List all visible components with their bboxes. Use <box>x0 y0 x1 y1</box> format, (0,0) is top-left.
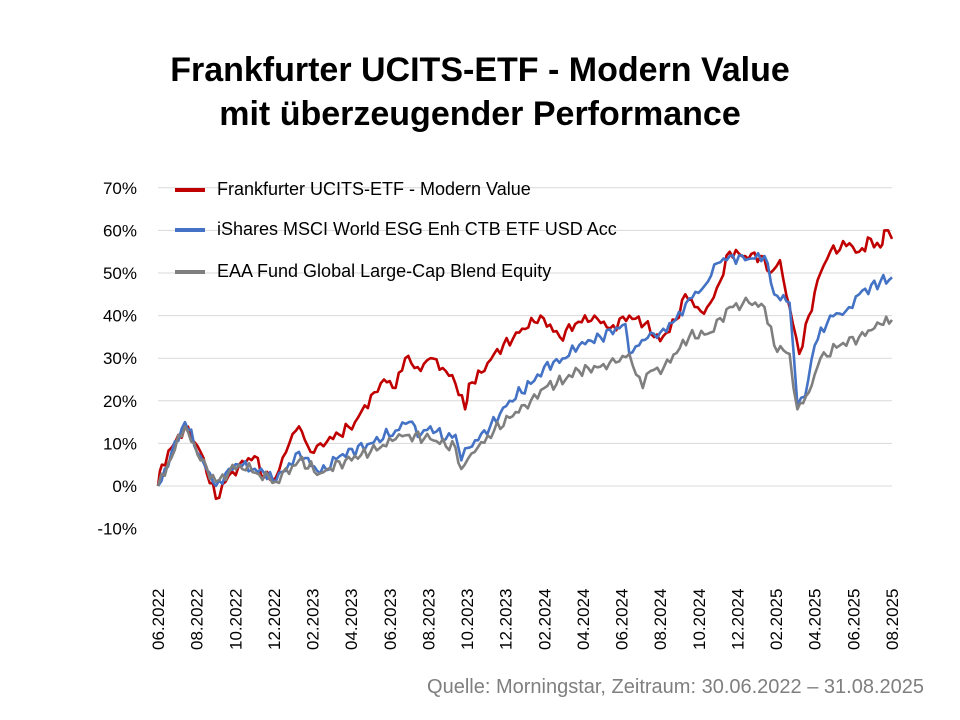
y-tick-label: 10% <box>103 434 137 453</box>
x-tick-label: 08.2025 <box>883 589 902 650</box>
x-tick-label: 04.2024 <box>574 589 593 650</box>
x-tick-label: 02.2025 <box>767 589 786 650</box>
series-line-2 <box>156 251 893 488</box>
y-tick-label: 0% <box>112 477 137 496</box>
y-tick-label: 70% <box>103 179 137 198</box>
legend-swatch-gray <box>175 269 205 274</box>
title-line-1: Frankfurter UCITS-ETF - Modern Value <box>170 51 790 89</box>
legend-label: iShares MSCI World ESG Enh CTB ETF USD A… <box>217 219 617 239</box>
series-line-3 <box>156 296 894 487</box>
y-tick-label: 30% <box>103 349 137 368</box>
legend-label: Frankfurter UCITS-ETF - Modern Value <box>217 179 531 199</box>
legend-label: EAA Fund Global Large-Cap Blend Equity <box>217 261 552 281</box>
y-tick-label: 20% <box>103 392 137 411</box>
y-tick-label: 50% <box>103 264 137 283</box>
legend-item-ishares: iShares MSCI World ESG Enh CTB ETF USD A… <box>175 219 617 240</box>
x-tick-label: 06.2022 <box>149 589 168 650</box>
x-tick-label: 10.2022 <box>226 589 245 650</box>
x-tick-label: 06.2023 <box>381 589 400 650</box>
x-tick-label: 04.2023 <box>342 589 361 650</box>
y-tick-label: 60% <box>103 221 137 240</box>
x-tick-label: 08.2024 <box>651 589 670 650</box>
x-tick-label: 10.2023 <box>458 589 477 650</box>
x-tick-label: 12.2022 <box>265 589 284 650</box>
x-tick-label: 08.2022 <box>188 589 207 650</box>
x-tick-label: 02.2023 <box>304 589 323 650</box>
legend-item-frankfurter: Frankfurter UCITS-ETF - Modern Value <box>175 179 531 200</box>
y-tick-label: -10% <box>97 520 137 539</box>
legend-swatch-red <box>175 187 205 192</box>
x-tick-label: 10.2024 <box>690 589 709 650</box>
y-tick-label: 40% <box>103 307 137 326</box>
x-tick-label: 02.2024 <box>535 589 554 650</box>
x-tick-label: 04.2025 <box>806 589 825 650</box>
legend-swatch-blue <box>175 227 205 232</box>
x-tick-label: 12.2024 <box>728 589 747 650</box>
x-tick-label: 08.2023 <box>419 589 438 650</box>
x-tick-label: 06.2025 <box>844 589 863 650</box>
title-line-2: mit überzeugender Performance <box>219 95 741 133</box>
source-note: Quelle: Morningstar, Zeitraum: 30.06.202… <box>427 676 924 698</box>
x-tick-label: 06.2024 <box>613 589 632 650</box>
chart-title: Frankfurter UCITS-ETF - Modern Value mit… <box>0 48 960 136</box>
x-tick-label: 12.2023 <box>497 589 516 650</box>
legend-item-eaa: EAA Fund Global Large-Cap Blend Equity <box>175 261 551 282</box>
